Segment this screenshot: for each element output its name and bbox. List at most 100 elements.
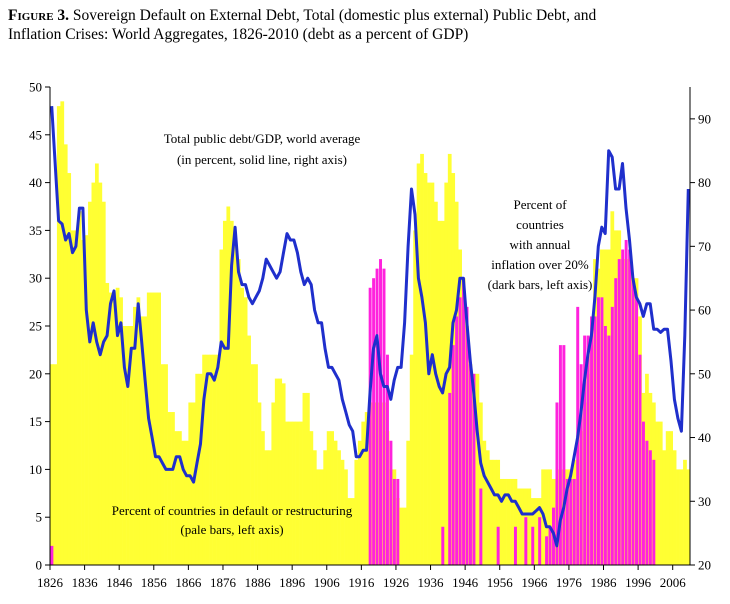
default-bar-1958	[506, 478, 511, 565]
default-bar-1932	[416, 163, 421, 566]
default-bar-1896	[292, 421, 296, 565]
right-tick-label: 90	[698, 111, 711, 126]
default-bar-1853	[143, 316, 148, 565]
inflation-bar-1974	[562, 345, 566, 565]
default-bar-1857	[157, 292, 161, 565]
default-bar-2008	[679, 469, 684, 565]
default-bar-1844	[112, 292, 117, 565]
default-bar-1877	[226, 206, 231, 565]
default-bar-1873	[212, 354, 217, 565]
default-bar-1888	[264, 450, 269, 565]
left-tick-label: 5	[36, 510, 43, 525]
default-bar-1916	[361, 421, 366, 565]
inflation-bar-1989	[614, 278, 618, 565]
default-bar-1959	[510, 478, 514, 565]
left-tick-label: 15	[29, 414, 42, 429]
default-bar-1951	[482, 440, 487, 565]
default-bar-1835	[81, 239, 85, 565]
inflation-bar-1980	[583, 335, 587, 565]
inflation-bar-1941	[448, 392, 452, 565]
default-bar-1914	[354, 459, 359, 565]
default-bar-1841	[101, 201, 106, 565]
default-bar-2004	[665, 431, 670, 565]
x-tick-label: 1956	[487, 575, 514, 590]
default-bar-1956	[499, 478, 504, 565]
x-tick-label: 1896	[279, 575, 306, 590]
inflation-bar-1926	[396, 478, 400, 565]
default-bar-1842	[105, 282, 110, 565]
default-bar-1874	[216, 354, 220, 565]
default-bar-1885	[254, 364, 258, 565]
default-bar-1969	[544, 469, 549, 565]
inflation-bar-1985	[600, 297, 604, 565]
inflation-bar-1976	[569, 478, 573, 565]
default-bar-1910	[340, 459, 345, 565]
x-tick-label: 1996	[625, 575, 652, 590]
default-bar-1906	[326, 431, 331, 565]
default-bar-2002	[658, 421, 663, 565]
right-tick-label: 30	[698, 494, 711, 509]
default-bar-1847	[122, 326, 127, 565]
inflation-bar-1994	[631, 278, 635, 565]
x-tick-label: 1986	[591, 575, 618, 590]
inflation-bar-1977	[572, 478, 576, 565]
left-tick-label: 25	[29, 319, 42, 334]
default-bar-1838	[91, 182, 96, 565]
default-bar-1937	[434, 201, 438, 565]
inflation-bar-1973	[558, 345, 562, 565]
default-bar-1876	[222, 220, 227, 565]
inflation-bar-1993	[628, 249, 632, 565]
inflation-bar-1921	[379, 259, 383, 565]
default-bar-1930	[409, 354, 414, 565]
inflation-bar-1924	[389, 440, 393, 565]
default-bar-2001	[655, 421, 660, 565]
default-bar-1898	[299, 421, 303, 565]
inflation-bar-1947	[468, 364, 472, 565]
inflation-bar-1984	[596, 297, 600, 565]
left-tick-label: 35	[29, 223, 42, 238]
inflation-bar-1991	[621, 249, 625, 565]
default-bar-1836	[84, 235, 89, 565]
x-tick-label: 1946	[452, 575, 479, 590]
right-tick-label: 80	[698, 175, 711, 190]
default-bar-1828	[56, 106, 61, 566]
default-bar-1861	[171, 412, 175, 565]
default-bar-1872	[209, 354, 213, 565]
inflation-bar-1997	[641, 421, 645, 565]
default-bar-1833	[74, 230, 78, 565]
default-bar-1881	[240, 287, 245, 565]
default-bar-1883	[247, 335, 251, 565]
default-bar-1893	[281, 383, 286, 565]
debt-line-series	[50, 106, 690, 548]
default-bar-1848	[126, 326, 130, 565]
inflation-bar-1942	[451, 345, 455, 565]
inflation-bar-1943	[455, 316, 459, 565]
x-tick-label: 1966	[521, 575, 548, 590]
default-bar-1966	[534, 498, 539, 565]
default-bar-1875	[219, 249, 224, 565]
default-bar-1834	[77, 211, 82, 565]
x-tick-label: 1926	[383, 575, 410, 590]
inflation-bar-1945	[462, 278, 466, 565]
inflation-bar-1955	[496, 526, 500, 565]
figure-title-line1: Sovereign Default on External Debt, Tota…	[72, 7, 597, 24]
x-tick-label: 1906	[314, 575, 341, 590]
right-tick-label: 50	[698, 366, 711, 381]
default-bar-1862	[174, 431, 179, 565]
default-bar-1880	[236, 259, 241, 565]
default-bar-2005	[669, 431, 673, 565]
default-bar-1854	[146, 292, 151, 565]
default-bar-1882	[243, 297, 248, 565]
default-bar-1897	[295, 421, 300, 565]
default-bar-1884	[250, 364, 255, 565]
default-bar-1839	[94, 163, 99, 566]
default-bar-2006	[672, 450, 677, 565]
x-tick-label: 1856	[141, 575, 168, 590]
default-bar-2010	[686, 469, 691, 565]
default-bar-1907	[330, 431, 334, 565]
default-bar-1909	[337, 450, 341, 565]
figure-label: Figure 3.	[8, 7, 70, 24]
default-bar-1929	[406, 440, 411, 565]
x-tick-label: 1826	[37, 575, 64, 590]
